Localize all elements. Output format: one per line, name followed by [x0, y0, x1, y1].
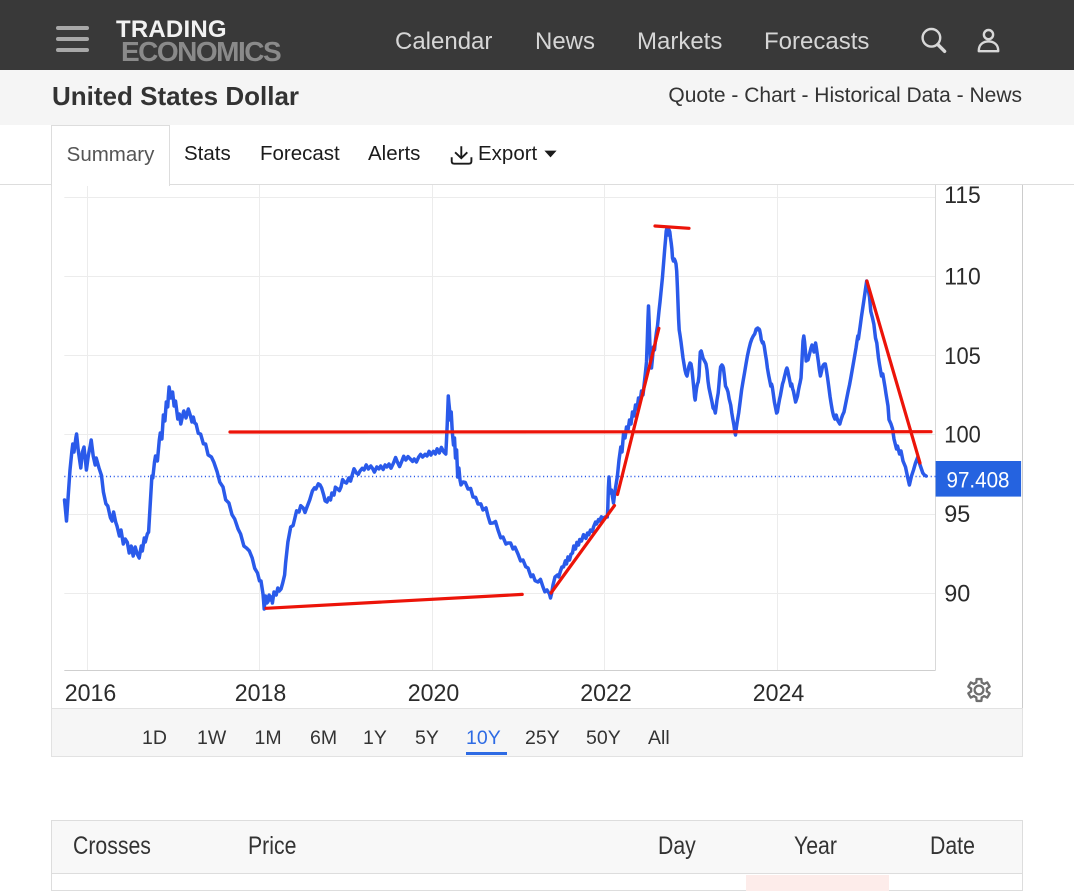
svg-text:90: 90: [944, 581, 970, 608]
svg-text:97.408: 97.408: [947, 468, 1010, 493]
svg-text:2018: 2018: [235, 680, 287, 706]
svg-text:2020: 2020: [408, 680, 460, 706]
svg-text:2022: 2022: [580, 680, 632, 706]
svg-text:95: 95: [944, 501, 970, 528]
svg-text:105: 105: [944, 343, 981, 370]
svg-text:115: 115: [944, 184, 981, 209]
svg-text:100: 100: [944, 422, 981, 449]
svg-text:110: 110: [944, 264, 981, 291]
svg-text:2016: 2016: [65, 680, 117, 706]
svg-text:2024: 2024: [753, 680, 805, 706]
